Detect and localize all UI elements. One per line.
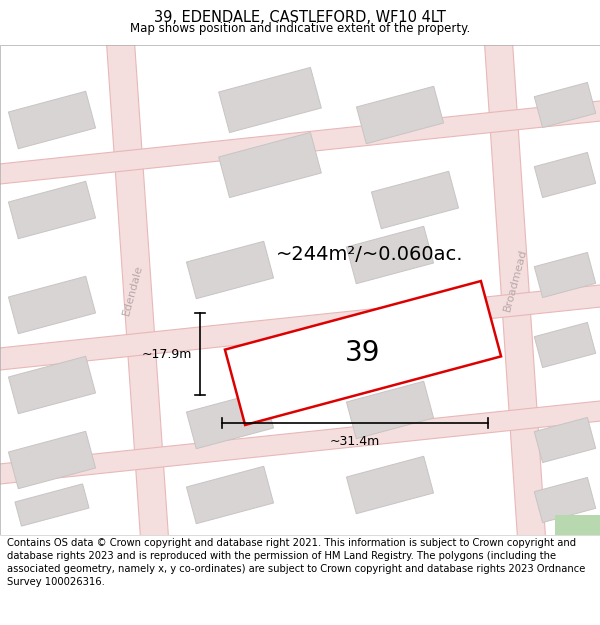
Polygon shape [8,91,95,149]
Polygon shape [225,281,501,425]
Polygon shape [356,86,443,144]
Polygon shape [534,253,596,298]
Text: ~17.9m: ~17.9m [142,348,192,361]
Polygon shape [534,418,596,462]
Polygon shape [534,322,596,368]
Text: ~31.4m: ~31.4m [330,435,380,448]
Polygon shape [346,456,434,514]
Text: 39: 39 [345,339,381,367]
Polygon shape [187,241,274,299]
Polygon shape [218,132,322,198]
Polygon shape [0,284,600,371]
Polygon shape [346,381,434,439]
Text: Edendale: Edendale [121,264,145,316]
Polygon shape [371,171,458,229]
Text: Map shows position and indicative extent of the property.: Map shows position and indicative extent… [130,22,470,35]
Polygon shape [534,82,596,127]
Polygon shape [8,276,95,334]
Polygon shape [218,68,322,132]
Polygon shape [0,100,600,185]
Polygon shape [484,34,546,546]
Text: Contains OS data © Crown copyright and database right 2021. This information is : Contains OS data © Crown copyright and d… [7,538,586,588]
Polygon shape [8,431,95,489]
Polygon shape [0,400,600,485]
Polygon shape [106,34,169,546]
Polygon shape [534,152,596,198]
Polygon shape [8,181,95,239]
Text: ~244m²/~0.060ac.: ~244m²/~0.060ac. [276,246,464,264]
Polygon shape [187,391,274,449]
Text: 39, EDENDALE, CASTLEFORD, WF10 4LT: 39, EDENDALE, CASTLEFORD, WF10 4LT [154,10,446,25]
Polygon shape [534,478,596,522]
Polygon shape [15,484,89,526]
Text: Broadmead: Broadmead [502,248,528,312]
Polygon shape [555,515,600,535]
Polygon shape [187,466,274,524]
Polygon shape [8,356,95,414]
Polygon shape [346,226,434,284]
